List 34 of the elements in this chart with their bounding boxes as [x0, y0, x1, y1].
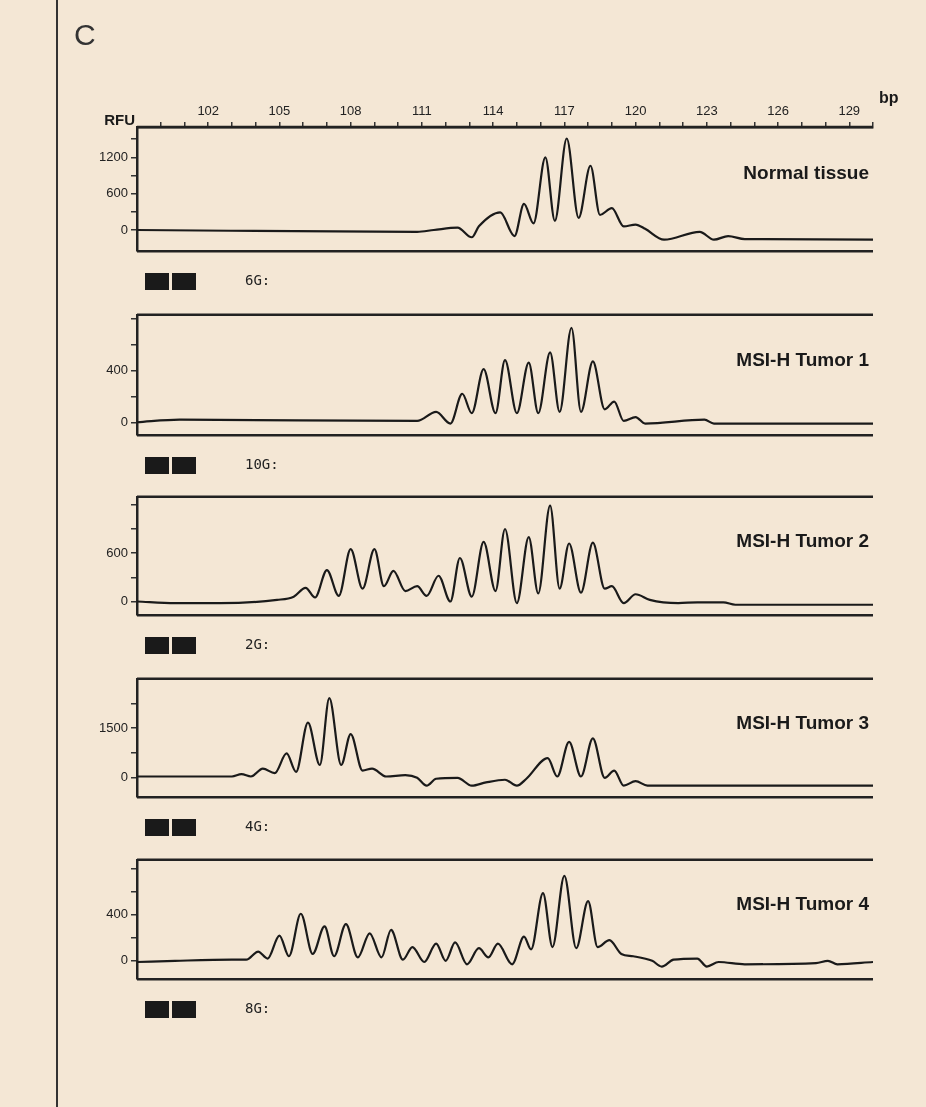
- y-tick-label: 1500: [99, 719, 128, 735]
- y-axis-title: RFU: [104, 111, 135, 129]
- text: 10G:: [245, 456, 279, 472]
- text: MSI-H Tumor 1: [736, 348, 870, 370]
- text: Normal tissue: [743, 162, 869, 184]
- x-tick-label: 111: [412, 102, 432, 118]
- y-tick-label: 400: [106, 362, 128, 378]
- x-tick-label: 108: [339, 102, 362, 118]
- y-tick-label: 400: [106, 906, 128, 922]
- text: 6G:: [245, 272, 271, 288]
- text: MSI-H Tumor 4: [736, 893, 870, 915]
- y-tick-label: 600: [106, 544, 128, 560]
- text: MSI-H Tumor 3: [736, 712, 869, 734]
- x-tick-label: 117: [553, 102, 575, 118]
- text: MSI-H Tumor 2: [736, 530, 869, 552]
- text: 2G:: [245, 636, 271, 652]
- text: 4G:: [245, 818, 271, 834]
- y-tick-label: 0: [120, 952, 128, 968]
- x-tick-label: 129: [838, 102, 861, 118]
- y-tick-label: 600: [106, 185, 128, 201]
- y-tick-label: 0: [120, 413, 128, 429]
- x-tick-label: 123: [695, 102, 718, 118]
- x-axis-title: bp: [879, 89, 899, 107]
- y-tick-label: 1200: [99, 148, 128, 164]
- x-tick-label: 120: [624, 102, 647, 118]
- x-tick-label: 102: [197, 102, 220, 118]
- y-tick-label: 0: [120, 769, 128, 785]
- y-tick-label: 0: [120, 593, 128, 609]
- text: 8G:: [245, 1000, 271, 1016]
- chart-title: C: [74, 18, 96, 52]
- x-tick-label: 105: [268, 102, 291, 118]
- x-tick-label: 114: [482, 102, 504, 118]
- x-tick-label: 126: [767, 102, 789, 118]
- y-tick-label: 0: [120, 221, 128, 237]
